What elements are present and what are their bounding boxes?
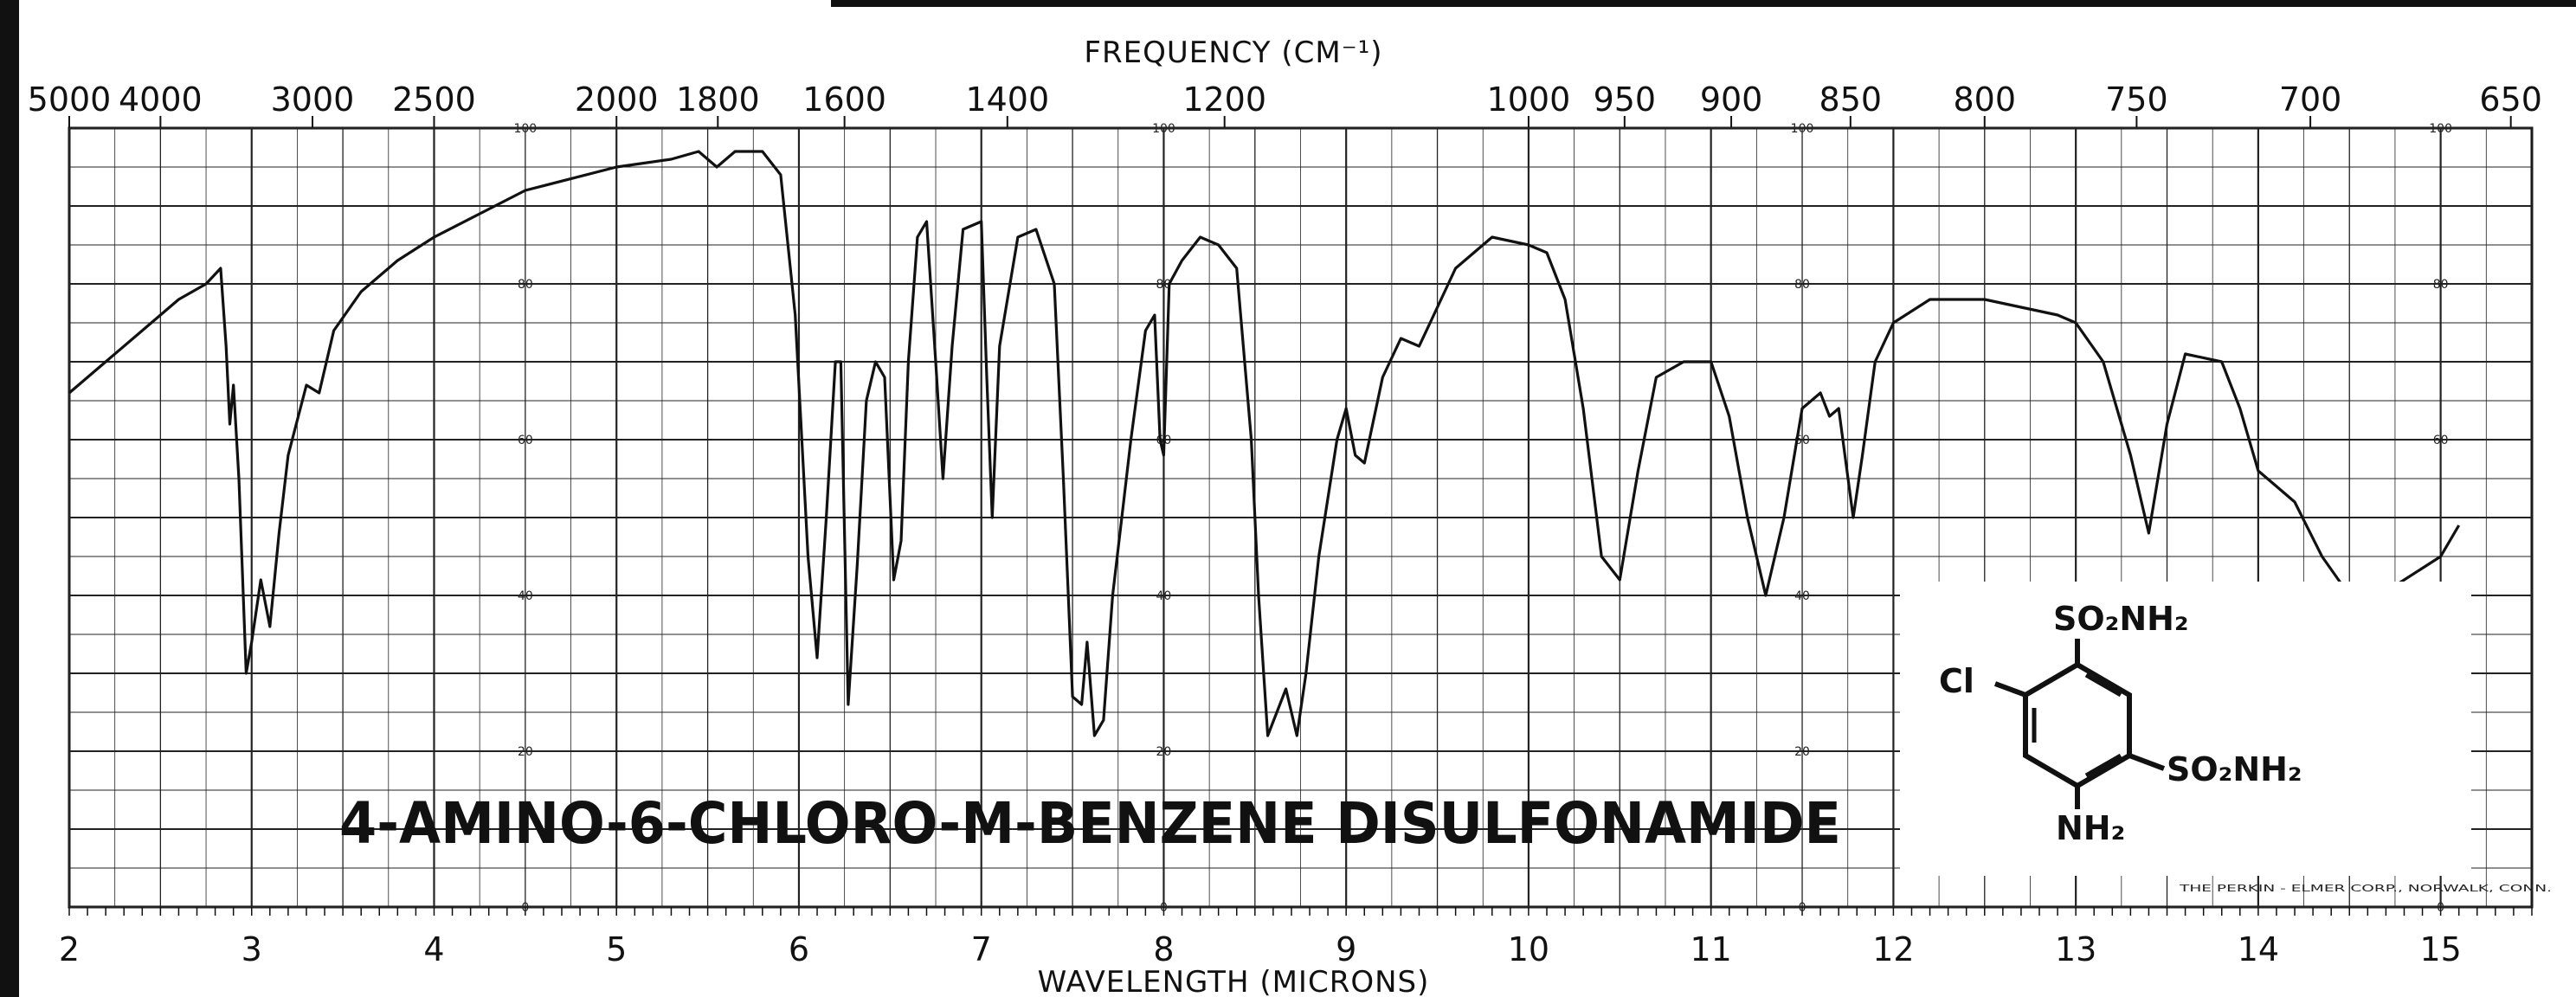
wavelength-tick-label: 5 bbox=[606, 930, 627, 968]
spectrum-line bbox=[68, 150, 2461, 737]
percent-label: 20 bbox=[1156, 745, 1172, 759]
wavelength-tick-label: 8 bbox=[1153, 930, 1174, 968]
ring-double-bond bbox=[2084, 672, 2122, 698]
frequency-tick-label: 1200 bbox=[1182, 80, 1266, 119]
percent-label: 100 bbox=[2429, 122, 2452, 136]
percent-label: 100 bbox=[513, 122, 537, 136]
wavelength-tick-label: 12 bbox=[1872, 930, 1914, 968]
frequency-tick-label: 950 bbox=[1594, 80, 1657, 119]
frequency-tick-label: 900 bbox=[1700, 80, 1763, 119]
frequency-tick-labels: 5000 4000 3000 2500 2000 1800 1600 1400 1200 1000… bbox=[28, 80, 2542, 128]
percent-label: 80 bbox=[1156, 278, 1172, 292]
percent-label: 40 bbox=[1156, 589, 1172, 603]
top-border-bar bbox=[831, 0, 2576, 7]
substituent-left: Cl bbox=[1939, 662, 1974, 700]
frequency-tick-label: 1600 bbox=[802, 80, 886, 119]
structure-panel bbox=[1900, 582, 2471, 876]
frequency-tick-label: 850 bbox=[1819, 80, 1883, 119]
left-border-bar bbox=[0, 0, 19, 997]
frequency-tick-label: 1400 bbox=[965, 80, 1049, 119]
wavelength-tick-label: 2 bbox=[59, 930, 80, 968]
bond-right bbox=[2128, 753, 2166, 771]
wavelength-tick-label: 4 bbox=[423, 930, 444, 968]
percent-label: 100 bbox=[1791, 122, 1814, 136]
wavelength-axis-label: WAVELENGTH (MICRONS) bbox=[1038, 965, 1430, 997]
wavelength-tick-label: 3 bbox=[242, 930, 262, 968]
substituent-right: SO₂NH₂ bbox=[2167, 750, 2302, 788]
wavelength-tick-label: 7 bbox=[971, 930, 992, 968]
frequency-tick-label: 5000 bbox=[28, 80, 112, 119]
compound-name: 4-AMINO-6-CHLORO-M-BENZENE DISULFONAMIDE bbox=[339, 790, 1841, 857]
percent-label: 60 bbox=[2433, 434, 2449, 447]
wavelength-tick-labels: 2 3 4 5 6 7 8 9 10 11 12 13 14 15 bbox=[59, 930, 2462, 968]
frequency-tick-label: 700 bbox=[2279, 80, 2342, 119]
frequency-tick-label: 4000 bbox=[119, 80, 203, 119]
percent-label: 0 bbox=[1160, 901, 1168, 915]
substituent-top: SO₂NH₂ bbox=[2053, 600, 2189, 638]
wavelength-tick-label: 10 bbox=[1508, 930, 1549, 968]
frequency-tick-label: 2000 bbox=[575, 80, 659, 119]
wavelength-tick-label: 6 bbox=[789, 930, 809, 968]
frequency-tick-label: 1800 bbox=[676, 80, 760, 119]
percent-label: 40 bbox=[1794, 589, 1810, 603]
chart-grid bbox=[68, 126, 2534, 916]
frequency-tick-label: 750 bbox=[2105, 80, 2168, 119]
percent-label: 20 bbox=[518, 745, 533, 759]
substituent-bottom: NH₂ bbox=[2056, 809, 2125, 847]
chemical-structure: SO₂NH₂ Cl SO₂NH₂ NH₂ bbox=[1939, 600, 2302, 847]
frequency-tick-label: 2500 bbox=[392, 80, 476, 119]
frequency-tick-label: 650 bbox=[2479, 80, 2542, 119]
wavelength-tick-label: 11 bbox=[1690, 930, 1731, 968]
percent-label: 100 bbox=[1152, 122, 1175, 136]
wavelength-tick-label: 13 bbox=[2055, 930, 2096, 968]
frequency-axis-label: FREQUENCY (CM⁻¹) bbox=[1084, 35, 1382, 70]
percent-label: 80 bbox=[1794, 278, 1810, 292]
ring-double-bond bbox=[2084, 753, 2122, 778]
percent-label: 0 bbox=[521, 901, 529, 915]
frequency-tick-label: 1000 bbox=[1487, 80, 1571, 119]
wavelength-tick-label: 9 bbox=[1336, 930, 1356, 968]
manufacturer-credit: THE PERKIN - ELMER CORP., NORWALK, CONN. bbox=[2178, 883, 2552, 894]
percent-label: 20 bbox=[1794, 745, 1810, 759]
percent-label: 40 bbox=[518, 589, 533, 603]
frequency-tick-label: 800 bbox=[1954, 80, 2017, 119]
bond-left bbox=[1993, 681, 2027, 698]
wavelength-tick-label: 14 bbox=[2238, 930, 2279, 968]
frequency-tick-label: 3000 bbox=[271, 80, 355, 119]
percent-label: 0 bbox=[2437, 901, 2444, 915]
percent-label: 60 bbox=[518, 434, 533, 447]
percent-label: 80 bbox=[518, 278, 533, 292]
wavelength-tick-label: 15 bbox=[2419, 930, 2461, 968]
percent-label: 0 bbox=[1799, 901, 1806, 915]
percent-label: 80 bbox=[2433, 278, 2449, 292]
